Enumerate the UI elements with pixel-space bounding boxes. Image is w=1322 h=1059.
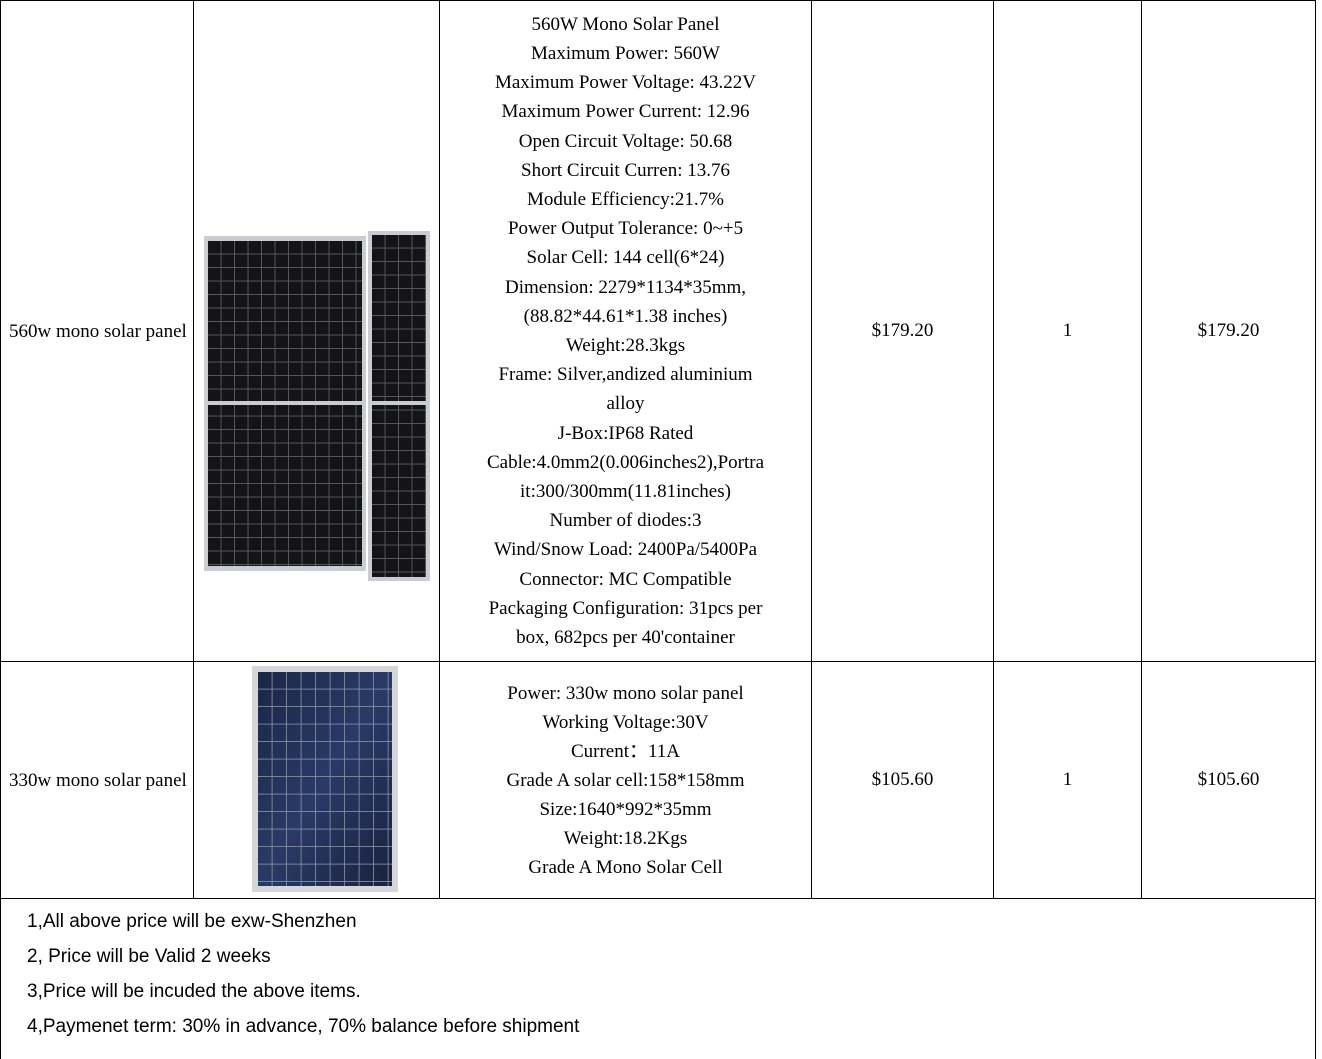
spec-line: J-Box:IP68 Rated — [557, 422, 694, 444]
spec-line: it:300/300mm(11.81inches) — [520, 481, 731, 503]
spec-line: Grade A solar cell:158*158mm — [506, 769, 745, 791]
table-row: 330w mono solar panel — [0, 661, 1316, 899]
spec-line: 560W Mono Solar Panel — [531, 13, 720, 35]
spec-line: Maximum Power: 560W — [531, 42, 720, 64]
spec-line: Module Efficiency:21.7% — [527, 188, 724, 210]
spec-line: Power Output Tolerance: 0~+5 — [507, 218, 744, 240]
note-line: 3,Price will be incuded the above items. — [27, 981, 361, 1002]
product-image-cell — [193, 661, 440, 899]
notes-cell: 1,All above price will be exw-Shenzhen 2… — [0, 898, 1316, 1059]
total-price-cell: $105.60 — [1141, 661, 1316, 899]
spec-line: Short Circuit Curren: 13.76 — [521, 159, 730, 181]
spec-line: Wind/Snow Load: 2400Pa/5400Pa — [493, 539, 758, 561]
unit-price: $179.20 — [871, 320, 934, 341]
spec-line: box, 682pcs per 40'container — [516, 627, 735, 649]
spec-line: Working Voltage:30V — [542, 711, 709, 733]
product-spec-cell: 560W Mono Solar Panel Maximum Power: 560… — [439, 0, 812, 662]
spec-line: Packaging Configuration: 31pcs per — [488, 597, 763, 619]
note-line: 4,Paymenet term: 30% in advance, 70% bal… — [27, 1016, 580, 1037]
spec-line: Number of diodes:3 — [549, 510, 702, 532]
solar-panel-pair-image — [204, 231, 430, 581]
product-name: 330w mono solar panel — [9, 769, 187, 791]
quantity: 1 — [1062, 320, 1073, 341]
total-price: $179.20 — [1197, 320, 1260, 341]
spec-line: Grade A Mono Solar Cell — [528, 856, 723, 878]
quantity-cell: 1 — [993, 661, 1142, 899]
product-name: 560w mono solar panel — [9, 320, 187, 342]
unit-price-cell: $105.60 — [811, 661, 994, 899]
spec-line: Cable:4.0mm2(0.006inches2),Portra — [486, 451, 765, 473]
quantity: 1 — [1062, 769, 1073, 790]
spec-line: Frame: Silver,andized aluminium — [498, 364, 753, 386]
total-price-cell: $179.20 — [1141, 0, 1316, 662]
spec-line: alloy — [606, 393, 645, 415]
product-spec-cell: Power: 330w mono solar panel Working Vol… — [439, 661, 812, 899]
spec-line: Maximum Power Voltage: 43.22V — [494, 72, 757, 94]
total-price: $105.60 — [1197, 769, 1260, 790]
unit-price: $105.60 — [871, 769, 934, 790]
spec-line: Size:1640*992*35mm — [539, 798, 712, 820]
spec-line: Solar Cell: 144 cell(6*24) — [526, 247, 725, 269]
spec-line: Open Circuit Voltage: 50.68 — [518, 130, 733, 152]
unit-price-cell: $179.20 — [811, 0, 994, 662]
spec-line: Power: 330w mono solar panel — [507, 682, 744, 704]
spec-line: Current：11A — [570, 740, 681, 762]
solar-panel-single-image — [252, 666, 398, 892]
product-name-cell: 560w mono solar panel — [0, 0, 194, 662]
spec-line: Dimension: 2279*1134*35mm, — [504, 276, 747, 298]
quantity-cell: 1 — [993, 0, 1142, 662]
spec-line: (88.82*44.61*1.38 inches) — [523, 305, 728, 327]
table-row: 560w mono solar panel — [0, 0, 1316, 662]
spec-line: Weight:28.3kgs — [565, 335, 686, 356]
note-line: 2, Price will be Valid 2 weeks — [27, 946, 271, 967]
spec-line: Maximum Power Current: 12.96 — [501, 101, 750, 123]
note-line: 1,All above price will be exw-Shenzhen — [27, 911, 357, 932]
spec-line: Connector: MC Compatible — [519, 568, 732, 590]
notes-row: 1,All above price will be exw-Shenzhen 2… — [0, 898, 1316, 1059]
spec-line: Weight:18.2Kgs — [563, 827, 688, 849]
product-name-cell: 330w mono solar panel — [0, 661, 194, 899]
product-image-cell — [193, 0, 440, 662]
